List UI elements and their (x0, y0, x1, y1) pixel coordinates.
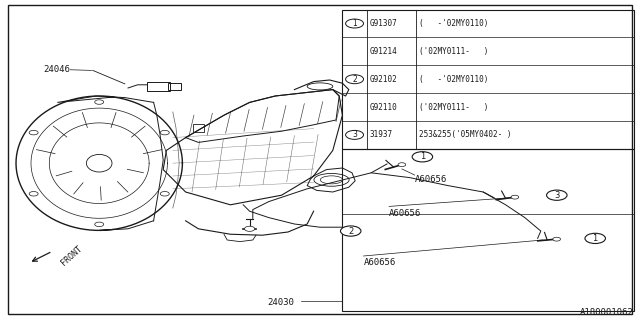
Circle shape (346, 19, 364, 28)
Circle shape (547, 190, 567, 200)
Bar (147, 82, 170, 91)
Text: A60656: A60656 (364, 258, 396, 267)
Circle shape (244, 226, 255, 231)
Text: 253&255('05MY0402- ): 253&255('05MY0402- ) (419, 130, 511, 140)
Bar (168, 83, 181, 90)
Text: G92102: G92102 (369, 75, 397, 84)
Text: (   -'02MY0110): ( -'02MY0110) (419, 19, 488, 28)
Text: (   -'02MY0110): ( -'02MY0110) (419, 75, 488, 84)
Text: G92110: G92110 (369, 102, 397, 112)
Text: 2: 2 (352, 75, 357, 84)
Circle shape (346, 131, 364, 140)
Text: ('02MY0111-   ): ('02MY0111- ) (419, 102, 488, 112)
Text: 24046: 24046 (44, 65, 70, 74)
Circle shape (585, 233, 605, 244)
Text: 1: 1 (420, 152, 425, 161)
Circle shape (340, 226, 361, 236)
Text: ('02MY0111-   ): ('02MY0111- ) (419, 47, 488, 56)
Text: G91214: G91214 (369, 47, 397, 56)
Bar (342, 10, 634, 149)
Circle shape (398, 163, 406, 167)
Circle shape (346, 75, 364, 84)
Circle shape (511, 195, 518, 199)
Text: A180001062: A180001062 (580, 308, 634, 317)
Bar (342, 149, 634, 311)
Text: 3: 3 (352, 130, 357, 140)
Text: 2: 2 (348, 227, 353, 236)
Text: 1: 1 (352, 19, 357, 28)
Text: 24030: 24030 (268, 298, 294, 307)
Text: 3: 3 (554, 191, 559, 200)
Text: FRONT: FRONT (59, 244, 83, 267)
Text: 1: 1 (593, 234, 598, 243)
Text: A60656: A60656 (415, 175, 447, 184)
Text: A60656: A60656 (389, 209, 421, 218)
Bar (193, 124, 204, 132)
Circle shape (553, 237, 561, 241)
Text: 31937: 31937 (369, 130, 392, 140)
Circle shape (412, 152, 433, 162)
Text: G91307: G91307 (369, 19, 397, 28)
